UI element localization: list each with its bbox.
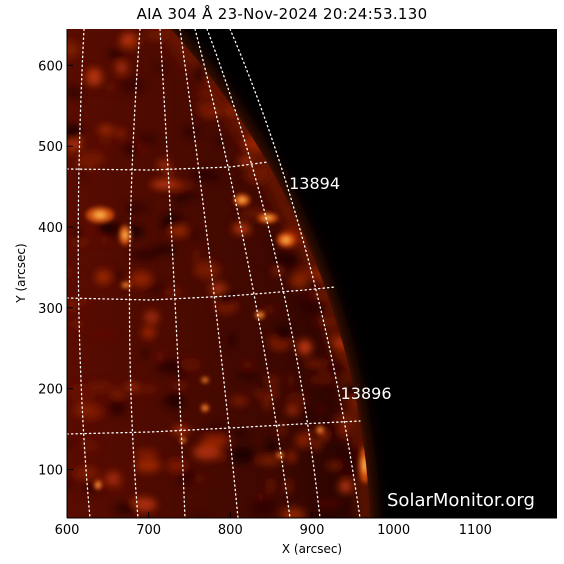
heliographic-grid: [67, 29, 361, 518]
x-tick-label: 600: [55, 523, 80, 538]
y-tick-label: 200: [38, 383, 63, 398]
x-tick-label: 1000: [377, 523, 410, 538]
y-axis: 100 200 300 400 500 600: [38, 29, 73, 518]
x-tick-label: 900: [300, 523, 325, 538]
y-tick-label: 400: [38, 221, 63, 236]
active-region-label: 13894: [289, 174, 340, 193]
y-axis-label: Y (arcsec): [14, 243, 28, 303]
x-tick-label: 1100: [459, 523, 492, 538]
x-axis-label: X (arcsec): [282, 542, 342, 556]
x-axis: 600 700 800 900 1000 1100: [55, 512, 557, 538]
x-tick-label: 800: [218, 523, 243, 538]
y-tick-label: 300: [38, 302, 63, 317]
x-tick-label: 700: [136, 523, 161, 538]
active-region-label: 13896: [341, 384, 392, 403]
y-tick-label: 600: [38, 59, 63, 74]
y-tick-label: 100: [38, 464, 63, 479]
image-title: AIA 304 Å 23-Nov-2024 20:24:53.130: [136, 5, 428, 23]
watermark-text: SolarMonitor.org: [387, 490, 535, 511]
y-tick-label: 500: [38, 140, 63, 155]
